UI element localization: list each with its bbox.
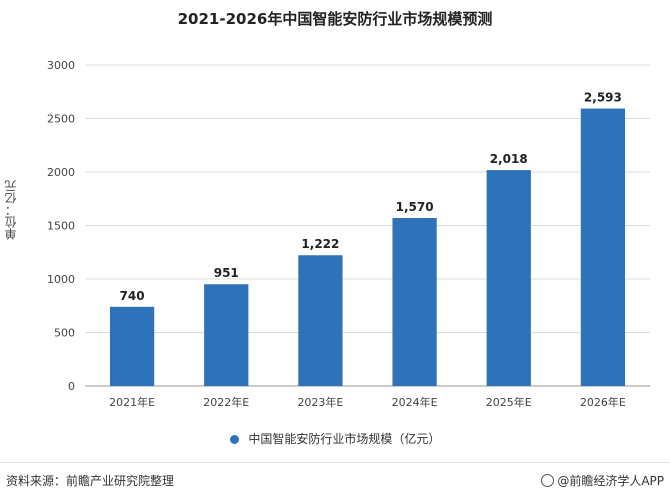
x-tick-label: 2025年E	[486, 395, 532, 409]
data-label: 951	[214, 266, 239, 280]
y-tick-label: 500	[54, 327, 75, 340]
y-tick-label: 3000	[47, 59, 75, 72]
bar	[580, 108, 626, 386]
bars	[109, 108, 626, 386]
y-tick-label: 1500	[47, 220, 75, 233]
y-tick-label: 2000	[47, 166, 75, 179]
data-labels: 740 951 1,222 1,570 2,018 2,593	[120, 91, 622, 303]
y-tick-labels: 0 500 1000 1500 2000 2500 3000	[47, 59, 75, 393]
chart-title: 2021-2026年中国智能安防行业市场规模预测	[177, 10, 493, 28]
data-label: 1,570	[396, 200, 434, 214]
credit-text: @前瞻经济学人APP	[557, 474, 664, 488]
x-tick-label: 2022年E	[203, 395, 249, 409]
data-label: 2,593	[584, 91, 622, 105]
y-tick-label: 2500	[47, 113, 75, 126]
y-tick-label: 0	[68, 380, 75, 393]
source-text: 资料来源：前瞻产业研究院整理	[6, 474, 175, 488]
bar-chart: 0 500 1000 1500 2000 2500 3000 740 951 1,222 1,57…	[47, 59, 650, 409]
bar	[109, 306, 155, 386]
x-tick-label: 2023年E	[297, 395, 343, 409]
y-tick-label: 1000	[47, 273, 75, 286]
data-label: 740	[120, 289, 145, 303]
data-label: 1,222	[301, 237, 339, 251]
credit: @前瞻经济学人APP	[541, 472, 664, 489]
bar	[204, 284, 249, 386]
bar	[486, 170, 531, 386]
legend-label: 中国智能安防行业市场规模（亿元）	[248, 432, 441, 446]
x-tick-label: 2021年E	[109, 395, 155, 409]
x-tick-labels: 2021年E 2022年E 2023年E 2024年E 2025年E 2026年E	[109, 395, 626, 409]
bar	[392, 218, 437, 386]
x-tick-label: 2026年E	[580, 395, 626, 409]
legend-marker	[229, 435, 239, 444]
footer: 资料来源：前瞻产业研究院整理 @前瞻经济学人APP	[0, 462, 670, 496]
data-label: 2,018	[490, 152, 528, 166]
grid-lines	[85, 64, 650, 387]
at-icon	[541, 474, 555, 487]
bar	[298, 255, 343, 386]
x-tick-label: 2024年E	[392, 395, 438, 409]
legend: 中国智能安防行业市场规模（亿元）	[0, 430, 670, 447]
